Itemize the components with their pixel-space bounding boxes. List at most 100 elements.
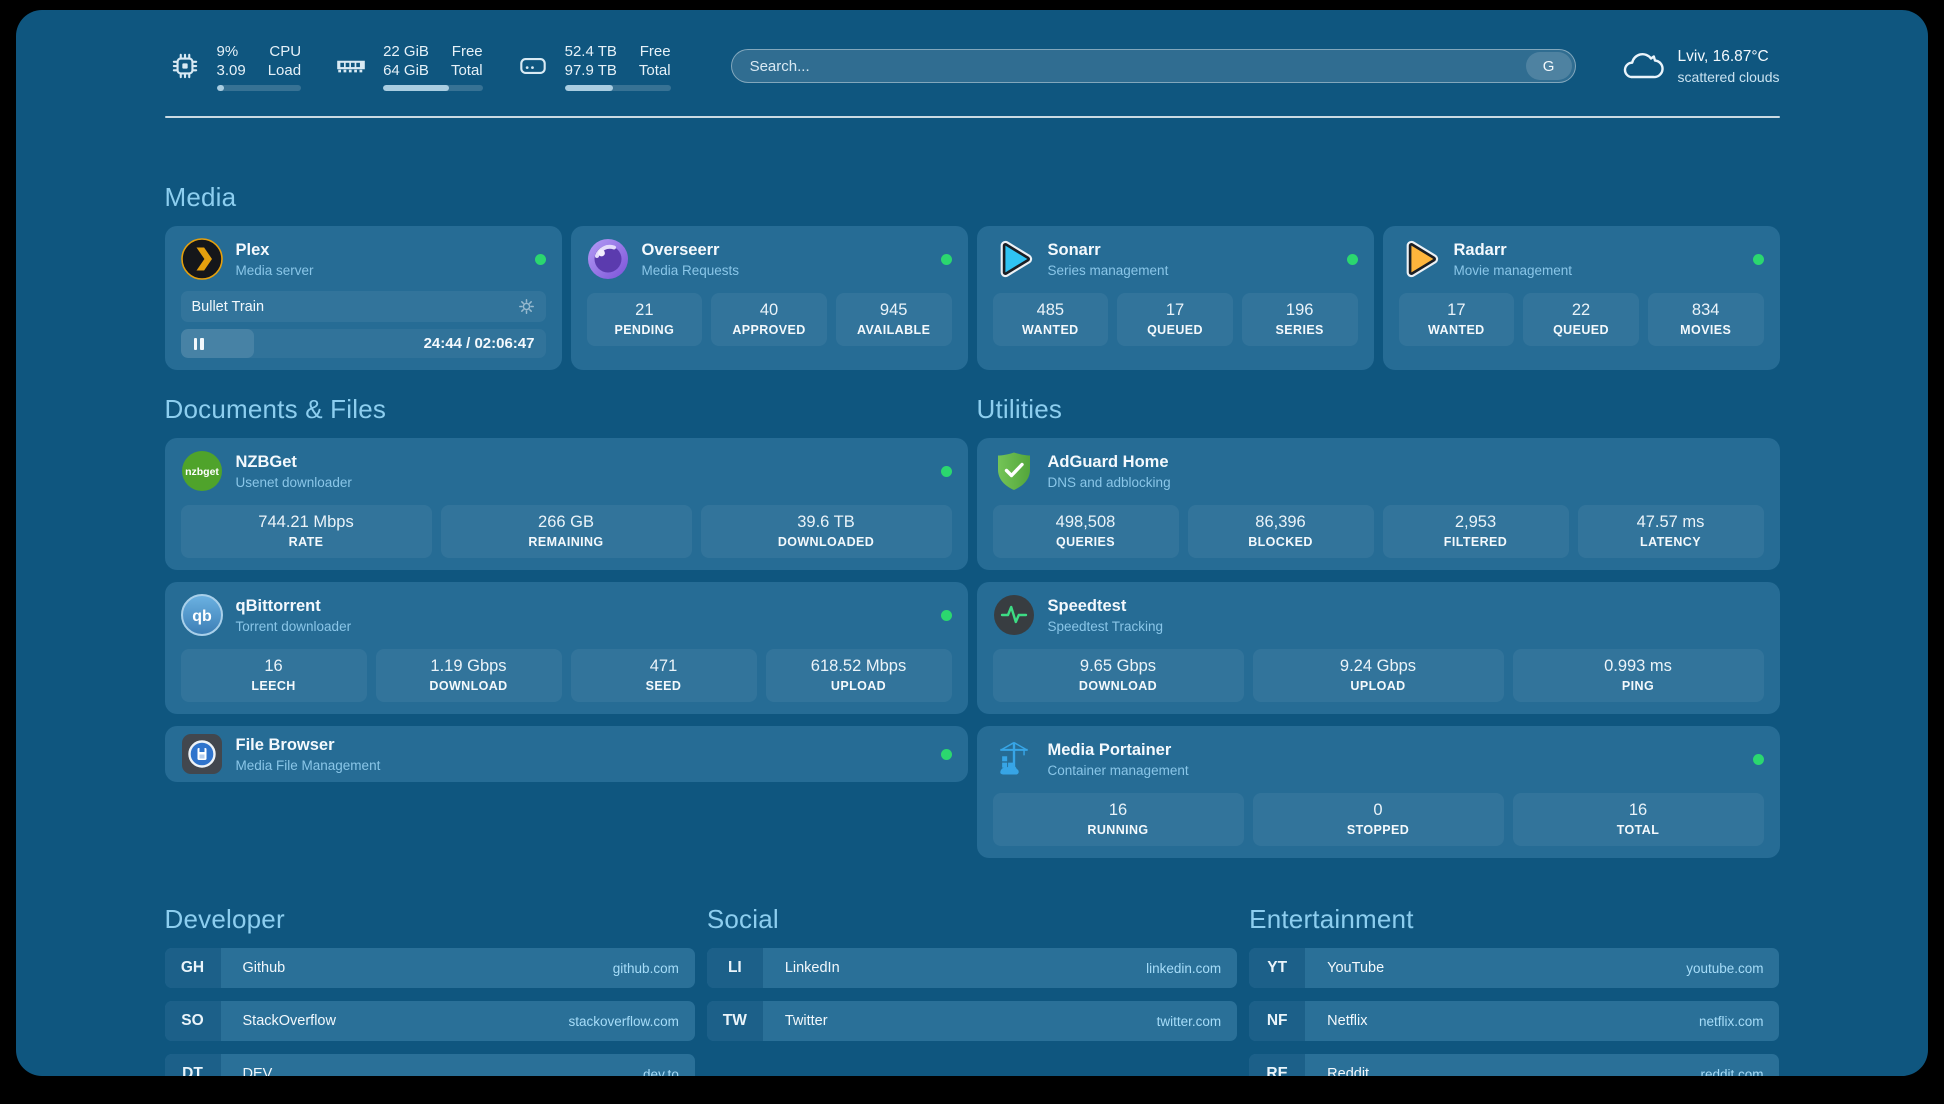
pause-button[interactable] bbox=[192, 334, 206, 354]
weather-condition: scattered clouds bbox=[1677, 68, 1780, 85]
cpu-stat: 9% 3.09 CPU Load bbox=[165, 42, 302, 91]
stat-wanted: 485 WANTED bbox=[992, 293, 1109, 346]
top-bar: 9% 3.09 CPU Load bbox=[165, 10, 1780, 96]
stat-approved: 40 APPROVED bbox=[711, 293, 827, 346]
search-input[interactable] bbox=[731, 50, 1526, 82]
bookmark-tag: NF bbox=[1249, 1001, 1306, 1041]
stat-remaining: 266 GB REMAINING bbox=[440, 505, 692, 558]
qbittorrent-status-dot bbox=[940, 609, 952, 621]
stat-available: 945 AVAILABLE bbox=[835, 293, 952, 346]
stat-running: 16 RUNNING bbox=[992, 793, 1244, 846]
playback-progress-bar[interactable]: 24:44 / 02:06:47 bbox=[180, 329, 546, 358]
radarr-subtitle: Movie management bbox=[1453, 262, 1573, 278]
nzbget-card[interactable]: nzbget NZBGet Usenet downloader 74 bbox=[164, 438, 968, 570]
bookmark-youtube[interactable]: YT YouTube youtube.com bbox=[1249, 948, 1780, 988]
speedtest-icon bbox=[993, 594, 1035, 636]
bookmark-stackoverflow[interactable]: SO StackOverflow stackoverflow.com bbox=[164, 1001, 695, 1041]
stat-download: 9.65 Gbps DOWNLOAD bbox=[992, 649, 1244, 702]
section-title-media: Media bbox=[164, 182, 237, 212]
svg-text:qb: qb bbox=[192, 608, 212, 625]
stream-settings-icon[interactable] bbox=[518, 298, 535, 315]
bookmark-tag: RE bbox=[1249, 1054, 1306, 1076]
adguard-icon bbox=[993, 450, 1035, 492]
stat-filtered: 2,953 FILTERED bbox=[1382, 505, 1569, 558]
plex-status-dot bbox=[534, 253, 546, 265]
radarr-name: Radarr bbox=[1453, 240, 1507, 259]
bookmark-group-developer: Developer GH Github github.com SO StackO… bbox=[164, 904, 695, 1076]
speedtest-subtitle: Speedtest Tracking bbox=[1047, 618, 1164, 634]
stat-queued: 17 QUEUED bbox=[1117, 293, 1233, 346]
header-divider bbox=[164, 116, 1780, 118]
radarr-card[interactable]: Radarr Movie management 17 WANTED 22 QUEUE… bbox=[1382, 226, 1780, 370]
bookmark-tag: DT bbox=[164, 1054, 221, 1076]
bookmark-group-social: Social LI LinkedIn linkedin.com TW Twitt… bbox=[706, 904, 1238, 1076]
memory-stat: 22 GiB 64 GiB Free Total bbox=[331, 42, 483, 91]
weather-widget: Lviv, 16.87°C scattered clouds bbox=[1620, 48, 1780, 85]
radarr-icon bbox=[1399, 238, 1441, 280]
bookmark-github[interactable]: GH Github github.com bbox=[164, 948, 695, 988]
bookmark-reddit[interactable]: RE Reddit reddit.com bbox=[1249, 1054, 1780, 1076]
playback-time: 24:44 / 02:06:47 bbox=[423, 335, 535, 352]
filebrowser-card[interactable]: File Browser Media File Management bbox=[164, 726, 968, 782]
stat-blocked: 86,396 BLOCKED bbox=[1187, 505, 1374, 558]
plex-subtitle: Media server bbox=[235, 262, 314, 278]
memory-label-2: Total bbox=[450, 61, 483, 79]
qbittorrent-icon: qb bbox=[180, 594, 223, 636]
plex-name: Plex bbox=[235, 240, 270, 259]
qbittorrent-name: qBittorrent bbox=[235, 596, 321, 615]
overseerr-icon bbox=[587, 238, 629, 280]
overseerr-status-dot bbox=[940, 253, 952, 265]
nzbget-icon: nzbget bbox=[181, 450, 223, 492]
bookmark-dev[interactable]: DT DEV dev.to bbox=[164, 1054, 695, 1076]
plex-card[interactable]: Plex Media server Bullet Train bbox=[164, 226, 562, 370]
stat-movies: 834 MOVIES bbox=[1647, 293, 1764, 346]
bookmark-twitter[interactable]: TW Twitter twitter.com bbox=[706, 1001, 1238, 1041]
cpu-usage: 9% bbox=[216, 42, 239, 60]
overseerr-subtitle: Media Requests bbox=[641, 262, 740, 278]
radarr-status-dot bbox=[1752, 253, 1764, 265]
section-title-developer: Developer bbox=[164, 904, 285, 934]
memory-icon bbox=[331, 49, 371, 83]
now-playing-title: Bullet Train bbox=[191, 298, 265, 315]
sonarr-subtitle: Series management bbox=[1047, 262, 1169, 278]
portainer-card[interactable]: Media Portainer Container management 16 R… bbox=[976, 726, 1780, 858]
stat-rate: 744.21 Mbps RATE bbox=[180, 505, 432, 558]
stat-seed: 471 SEED bbox=[570, 649, 757, 702]
disk-free: 52.4 TB bbox=[564, 42, 617, 60]
stat-upload: 9.24 Gbps UPLOAD bbox=[1252, 649, 1504, 702]
adguard-name: AdGuard Home bbox=[1047, 452, 1169, 471]
stat-wanted: 17 WANTED bbox=[1398, 293, 1515, 346]
stat-series: 196 SERIES bbox=[1241, 293, 1358, 346]
portainer-name: Media Portainer bbox=[1047, 740, 1172, 759]
sonarr-card[interactable]: Sonarr Series management 485 WANTED 17 QUE… bbox=[976, 226, 1374, 370]
search-engine-button[interactable]: G bbox=[1525, 52, 1572, 80]
bookmark-tag: TW bbox=[706, 1001, 763, 1041]
stat-upload: 618.52 Mbps UPLOAD bbox=[765, 649, 952, 702]
nzbget-name: NZBGet bbox=[235, 452, 297, 471]
filebrowser-icon bbox=[181, 733, 223, 775]
stat-download: 1.19 Gbps DOWNLOAD bbox=[375, 649, 562, 702]
plex-icon bbox=[180, 238, 223, 280]
disk-label-1: Free bbox=[639, 42, 671, 60]
stat-ping: 0.993 ms PING bbox=[1512, 649, 1764, 702]
overseerr-card[interactable]: Overseerr Media Requests 21 PENDING 40 APP… bbox=[570, 226, 968, 370]
filebrowser-subtitle: Media File Management bbox=[235, 757, 381, 773]
bookmark-tag: GH bbox=[164, 948, 221, 988]
adguard-card[interactable]: AdGuard Home DNS and adblocking 498,508 Q… bbox=[976, 438, 1780, 570]
sonarr-status-dot bbox=[1346, 253, 1358, 265]
cloud-icon bbox=[1620, 48, 1664, 84]
bookmark-netflix[interactable]: NF Netflix netflix.com bbox=[1249, 1001, 1780, 1041]
system-stats: 9% 3.09 CPU Load bbox=[165, 42, 671, 91]
filebrowser-status-dot bbox=[940, 748, 952, 760]
memory-label-1: Free bbox=[451, 42, 483, 60]
svg-text:nzbget: nzbget bbox=[185, 466, 219, 478]
section-title-utilities: Utilities bbox=[976, 394, 1063, 424]
speedtest-name: Speedtest bbox=[1047, 596, 1127, 615]
stat-queued: 22 QUEUED bbox=[1523, 293, 1639, 346]
qbittorrent-card[interactable]: qb qBittorrent Torrent downloader bbox=[164, 582, 968, 714]
bookmark-linkedin[interactable]: LI LinkedIn linkedin.com bbox=[706, 948, 1238, 988]
sonarr-name: Sonarr bbox=[1047, 240, 1101, 259]
speedtest-card[interactable]: Speedtest Speedtest Tracking 9.65 Gbps DO… bbox=[976, 582, 1780, 714]
disk-icon bbox=[513, 49, 553, 83]
disk-progress-bar bbox=[564, 84, 671, 91]
